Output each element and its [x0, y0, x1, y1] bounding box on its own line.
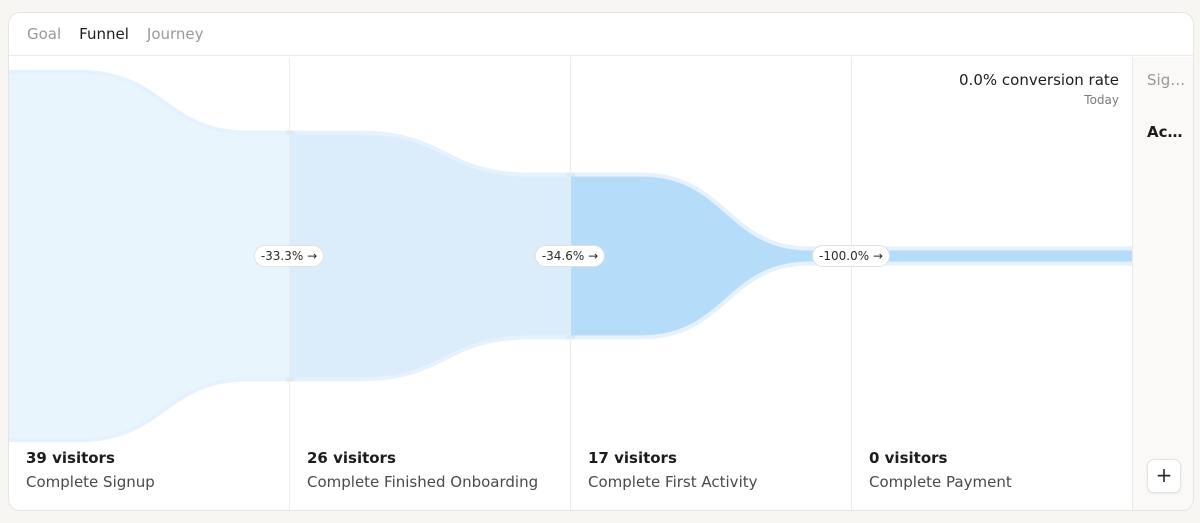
step-divider: [570, 57, 571, 510]
step-label-4: 0 visitors Complete Payment: [869, 449, 1012, 491]
step-name: Complete Signup: [26, 473, 155, 491]
add-step-button[interactable]: +: [1147, 459, 1181, 493]
view-tabs: Goal Funnel Journey: [9, 13, 1193, 56]
side-panel: Sig… Ac… +: [1132, 57, 1193, 510]
step-label-1: 39 visitors Complete Signup: [26, 449, 155, 491]
dropoff-pill-1: -33.3% →: [253, 245, 325, 267]
funnel-band-4: [852, 250, 1132, 262]
tab-funnel[interactable]: Funnel: [79, 25, 129, 43]
step-label-2: 26 visitors Complete Finished Onboarding: [307, 449, 538, 491]
step-count: 0 visitors: [869, 449, 948, 467]
step-label-3: 17 visitors Complete First Activity: [588, 449, 758, 491]
funnel-chart: -33.3% → -34.6% → -100.0% → 39 visitors …: [9, 57, 1132, 510]
side-item-active[interactable]: Ac…: [1147, 123, 1183, 141]
funnel-card: Goal Funnel Journey -33.3% → -34.6% → -1…: [8, 12, 1194, 511]
tab-journey[interactable]: Journey: [146, 25, 204, 43]
funnel-svg: [9, 70, 1132, 442]
conversion-summary: 0.0% conversion rate Today: [959, 71, 1119, 107]
step-name: Complete First Activity: [588, 473, 758, 491]
step-divider: [289, 57, 290, 510]
dropoff-pill-2: -34.6% →: [534, 245, 606, 267]
step-count: 39 visitors: [26, 449, 115, 467]
funnel-band-2: [290, 134, 571, 378]
step-divider: [851, 57, 852, 510]
tab-goal[interactable]: Goal: [27, 25, 62, 43]
step-name: Complete Finished Onboarding: [307, 473, 539, 491]
conversion-period: Today: [1084, 93, 1119, 107]
step-name: Complete Payment: [869, 473, 1012, 491]
side-item-signup[interactable]: Sig…: [1147, 71, 1186, 89]
funnel-band-3: [571, 176, 852, 336]
step-count: 26 visitors: [307, 449, 396, 467]
funnel-band-1: [9, 74, 290, 438]
conversion-rate: 0.0% conversion rate: [959, 71, 1119, 89]
dropoff-pill-3: -100.0% →: [812, 245, 890, 267]
step-count: 17 visitors: [588, 449, 677, 467]
